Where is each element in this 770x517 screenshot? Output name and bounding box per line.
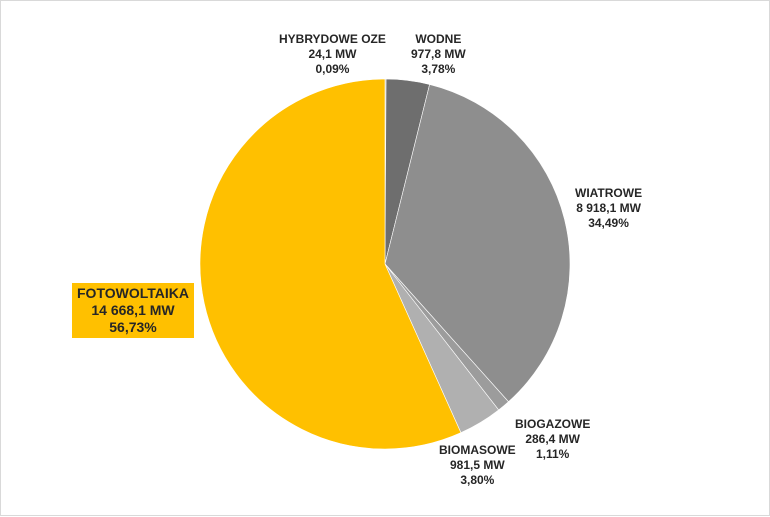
label-biomasowe-percent: 3,80% — [460, 473, 495, 487]
label-fotowoltaika: FOTOWOLTAIKA 14 668,1 MW 56,73% — [72, 283, 194, 338]
label-biogazowe-value: 286,4 MW — [525, 432, 580, 446]
label-biomasowe: BIOMASOWE 981,5 MW 3,80% — [439, 443, 516, 488]
label-wiatrowe: WIATROWE 8 918,1 MW 34,49% — [575, 186, 642, 231]
pie-slice-wiatrowe — [384, 84, 571, 403]
label-fotowoltaika-value: 14 668,1 MW — [91, 302, 175, 318]
label-wodne-percent: 3,78% — [421, 62, 456, 76]
label-wiatrowe-name: WIATROWE — [575, 186, 643, 200]
label-hybrydowe-value: 24,1 MW — [308, 47, 357, 61]
label-hybrydowe: HYBRYDOWE OZE 24,1 MW 0,09% — [279, 32, 386, 77]
pie-slice-fotowoltaika — [199, 78, 462, 450]
label-fotowoltaika-name: FOTOWOLTAIKA — [77, 285, 189, 301]
label-biomasowe-name: BIOMASOWE — [439, 443, 516, 457]
label-wodne: WODNE 977,8 MW 3,78% — [411, 32, 466, 77]
label-biogazowe-name: BIOGAZOWE — [515, 417, 591, 431]
label-wodne-name: WODNE — [415, 32, 462, 46]
label-wiatrowe-percent: 34,49% — [588, 216, 629, 230]
label-biomasowe-value: 981,5 MW — [449, 458, 505, 472]
label-wodne-value: 977,8 MW — [411, 47, 466, 61]
label-hybrydowe-name: HYBRYDOWE OZE — [279, 32, 386, 46]
label-biogazowe-percent: 1,11% — [535, 447, 570, 461]
label-biogazowe: BIOGAZOWE 286,4 MW 1,11% — [515, 417, 590, 462]
label-wiatrowe-value: 8 918,1 MW — [576, 201, 641, 215]
label-hybrydowe-percent: 0,09% — [315, 62, 350, 76]
label-fotowoltaika-percent: 56,73% — [109, 319, 157, 335]
